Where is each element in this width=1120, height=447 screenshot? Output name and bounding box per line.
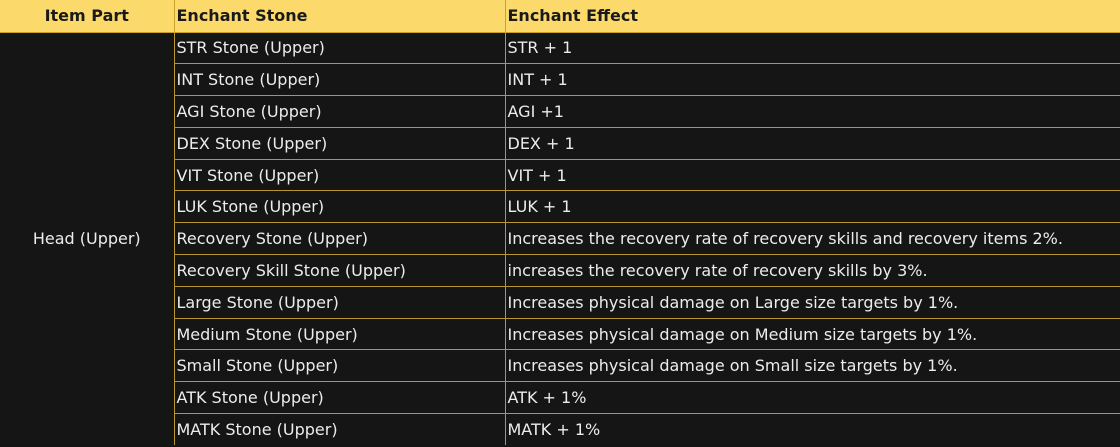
enchant-effect-cell: INT + 1 (504, 63, 1120, 97)
enchant-stone-cell: LUK Stone (Upper) (173, 190, 506, 224)
enchant-effect-cell: Increases physical damage on Small size … (504, 349, 1120, 383)
enchant-stone-cell: Recovery Stone (Upper) (173, 222, 506, 256)
enchant-stone-cell: Small Stone (Upper) (173, 349, 506, 383)
header-row: Item Part Enchant Stone Enchant Effect (0, 0, 1120, 33)
enchant-effect-cell: Increases physical damage on Large size … (504, 285, 1120, 319)
table-row: VIT Stone (Upper) VIT + 1 (0, 158, 1120, 192)
enchant-effect-cell: AGI +1 (504, 95, 1120, 128)
enchant-effect-cell: Increases the recovery rate of recovery … (504, 222, 1120, 256)
enchant-stone-cell: MATK Stone (Upper) (173, 413, 506, 446)
enchant-effect-cell: MATK + 1% (504, 413, 1120, 446)
table-row: MATK Stone (Upper) MATK + 1% (0, 413, 1120, 446)
table-row: Small Stone (Upper) Increases physical da… (0, 349, 1120, 383)
header-enchant-effect: Enchant Effect (504, 0, 1120, 33)
table-row: Large Stone (Upper) Increases physical da… (0, 285, 1120, 319)
table-row: Head (Upper) STR Stone (Upper) STR + 1 (0, 31, 1120, 446)
table-row: Recovery Stone (Upper) Increases the reco… (0, 222, 1120, 256)
enchant-stone-cell: INT Stone (Upper) (173, 63, 506, 97)
table-body: Head (Upper) STR Stone (Upper) STR + 1 INT … (0, 31, 1120, 446)
enchant-effect-cell: Increases physical damage on Medium size… (504, 317, 1120, 351)
enchant-effect-cell: ATK + 1% (504, 381, 1120, 415)
enchant-stone-cell: Large Stone (Upper) (173, 285, 506, 319)
item-part-cell: Head (Upper) (0, 31, 175, 446)
enchant-effect-cell: VIT + 1 (504, 158, 1120, 192)
header-item-part: Item Part (0, 0, 175, 33)
enchant-stone-cell: ATK Stone (Upper) (173, 381, 506, 415)
enchant-effect-cell: DEX + 1 (504, 126, 1120, 160)
table-row: DEX Stone (Upper) DEX + 1 (0, 126, 1120, 160)
enchant-stone-cell: Medium Stone (Upper) (173, 317, 506, 351)
enchant-effect-cell: increases the recovery rate of recovery … (504, 254, 1120, 287)
table-row: Medium Stone (Upper) Increases physical d… (0, 317, 1120, 351)
enchant-stone-cell: AGI Stone (Upper) (173, 95, 506, 128)
table-row: Recovery Skill Stone (Upper) increases th… (0, 254, 1120, 287)
table-row: ATK Stone (Upper) ATK + 1% (0, 381, 1120, 415)
enchant-stone-cell: STR Stone (Upper) (173, 31, 506, 65)
table-header: Item Part Enchant Stone Enchant Effect (0, 0, 1120, 33)
enchant-stone-cell: DEX Stone (Upper) (173, 126, 506, 160)
enchant-stone-cell: Recovery Skill Stone (Upper) (173, 254, 506, 287)
enchant-stone-cell: VIT Stone (Upper) (173, 158, 506, 192)
header-enchant-stone: Enchant Stone (173, 0, 506, 33)
enchant-effect-cell: STR + 1 (504, 31, 1120, 65)
enchant-effect-cell: LUK + 1 (504, 190, 1120, 224)
